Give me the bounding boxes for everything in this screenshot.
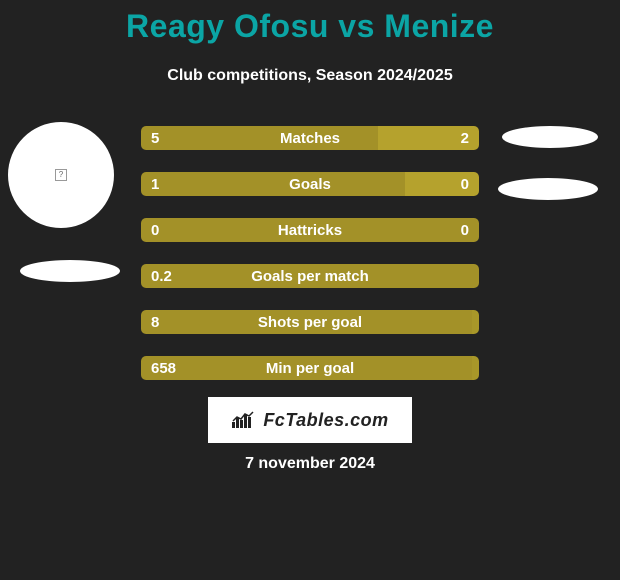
stat-bar-left	[141, 310, 472, 334]
stat-bar-left	[141, 356, 472, 380]
stat-value-left: 0.2	[151, 264, 172, 288]
stat-value-left: 658	[151, 356, 176, 380]
branding-badge: FcTables.com	[208, 397, 412, 443]
stat-value-right: 0	[461, 172, 469, 196]
stat-row: 10Goals	[140, 171, 480, 197]
page-title: Reagy Ofosu vs Menize	[0, 0, 620, 45]
stat-value-left: 8	[151, 310, 159, 334]
comparison-bars: 52Matches10Goals00Hattricks0.2Goals per …	[140, 125, 480, 401]
stat-row: 00Hattricks	[140, 217, 480, 243]
player2-shadow-2	[498, 178, 598, 200]
stat-bar-left	[141, 264, 479, 288]
player1-shadow	[20, 260, 120, 282]
image-placeholder-icon: ?	[55, 169, 67, 181]
stat-bar-left	[141, 218, 479, 242]
stat-value-left: 0	[151, 218, 159, 242]
stat-value-right: 2	[461, 126, 469, 150]
stat-value-right: 0	[461, 218, 469, 242]
stat-bar-left	[141, 126, 378, 150]
stat-row: 8Shots per goal	[140, 309, 480, 335]
stat-bar-left	[141, 172, 405, 196]
stat-value-left: 1	[151, 172, 159, 196]
stat-row: 52Matches	[140, 125, 480, 151]
player2-shadow-1	[502, 126, 598, 148]
player1-avatar: ?	[8, 122, 114, 228]
stat-row: 0.2Goals per match	[140, 263, 480, 289]
date-label: 7 november 2024	[0, 455, 620, 473]
stat-row: 658Min per goal	[140, 355, 480, 381]
stat-bar-right	[472, 356, 479, 380]
subtitle: Club competitions, Season 2024/2025	[0, 67, 620, 85]
stat-value-left: 5	[151, 126, 159, 150]
branding-text: FcTables.com	[263, 410, 388, 431]
chart-icon	[231, 410, 257, 430]
stat-bar-right	[472, 310, 479, 334]
